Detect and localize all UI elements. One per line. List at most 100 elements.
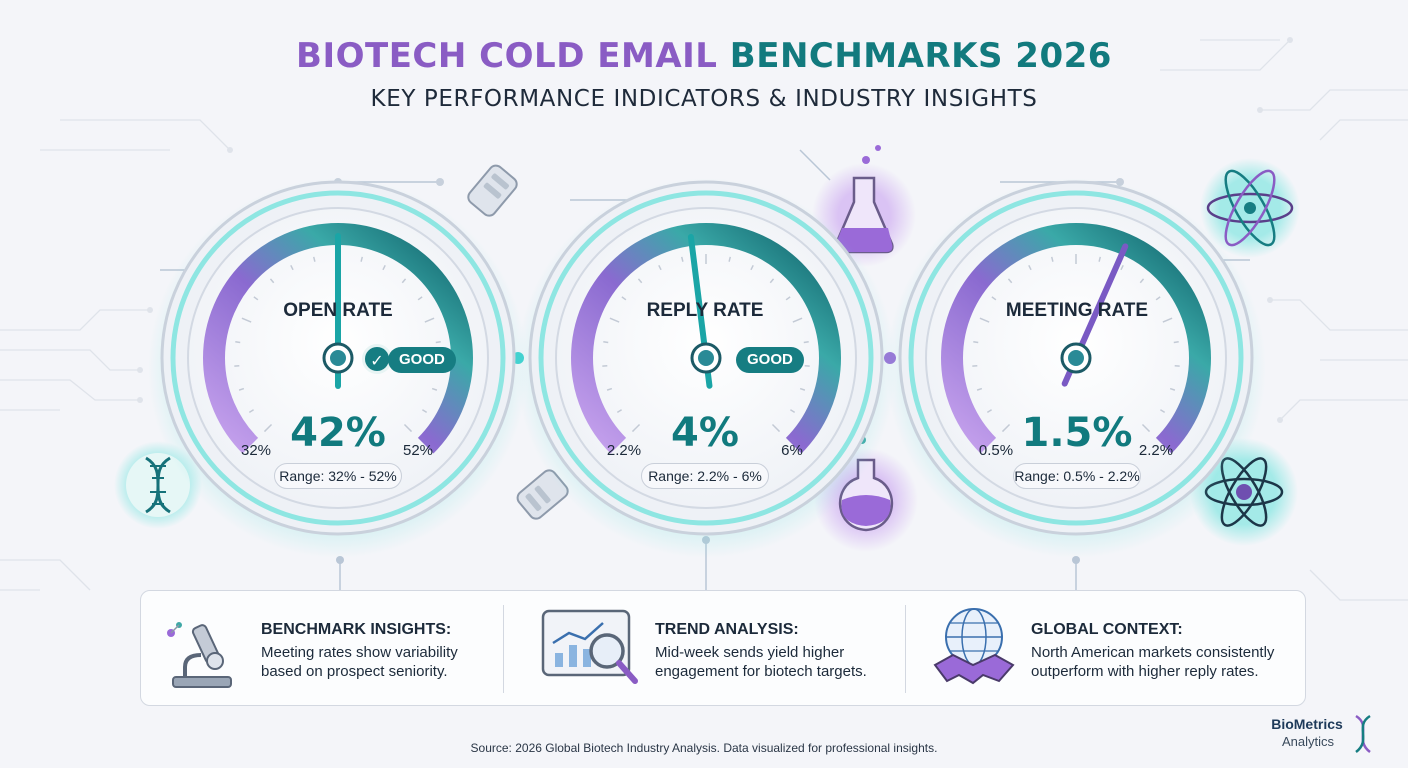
insight-title: GLOBAL CONTEXT: [1031,621,1183,638]
gauge-tick [680,256,684,262]
gauge-tick [382,264,386,271]
insights-panel: BENCHMARK INSIGHTS: Meeting rates show v… [140,590,1306,706]
gauge-range-meeting-rate: Range: 0.5% - 2.2% [1013,463,1141,489]
gauge-tick [1028,264,1032,271]
gauge-tick [422,409,428,413]
gauge-tick [1173,340,1179,344]
gauge-arc [571,223,841,454]
gauge-tick [769,278,775,284]
gauge-tick [658,264,662,271]
gauge-tick [435,340,441,344]
gauge-reply-rate [516,178,896,558]
atom-icon [1200,158,1300,258]
gauge-tick [609,317,620,323]
gauge-title-open-rate: OPEN RATE [283,300,393,321]
insight-trend: TREND ANALYSIS: Mid-week sends yield hig… [521,591,901,707]
gauge-tick [431,387,438,391]
gauge-meeting-rate [886,178,1266,558]
gauge-tick [976,387,983,391]
gauge-tick [269,278,275,284]
gauge-ring [908,190,1244,526]
gauge-tick [424,317,435,323]
gauge-tick [792,317,803,323]
gauge-tick [253,296,259,301]
gauge-min-open-rate: 32% [240,442,272,459]
gauge-tick [616,409,622,413]
gauge-tick [360,256,364,262]
gauge-min-meeting-rate: 0.5% [978,442,1014,459]
globe-handshake-icon [933,608,1015,685]
microscope-icon [167,622,232,688]
gauge-tick [991,296,997,301]
gauge-max-reply-rate: 6% [781,442,803,459]
gauge-arc [941,223,1211,454]
gauge-tick [241,317,252,323]
title-part-1: BIOTECH COLD EMAIL [296,36,718,76]
title-part-2: BENCHMARKS 2026 [729,36,1112,76]
gauge-min-reply-rate: 2.2% [606,442,642,459]
status-badge-reply-rate: GOOD [736,347,804,373]
gauge-range-reply-rate: Range: 2.2% - 6% [641,463,769,489]
gauge-tick [1139,278,1145,284]
page-title: BIOTECH COLD EMAIL BENCHMARKS 2026 [0,36,1408,76]
status-badge-open-rate: GOOD [388,347,456,373]
insight-text: Meeting rates show variability based on … [261,644,458,680]
gauge-tick [1001,423,1011,433]
gauge-tick [979,317,990,323]
gauge-max-meeting-rate: 2.2% [1138,442,1174,459]
gauge-tick [986,409,992,413]
gauge-tick [771,423,781,433]
gauge-max-open-rate: 52% [402,442,434,459]
source-note: Source: 2026 Global Biotech Industry Ana… [470,741,938,755]
gauge-tick [637,278,643,284]
gauge-tick [750,264,754,271]
trend-analysis-icon [541,609,638,684]
gauge-tick [631,423,641,433]
divider [905,605,906,693]
gauge-tick [238,387,245,391]
insight-benchmark: BENCHMARK INSIGHTS: Meeting rates show v… [141,591,501,707]
insight-global: GLOBAL CONTEXT: North American markets c… [925,591,1305,707]
page-subtitle: KEY PERFORMANCE INDICATORS & INDUSTRY IN… [370,86,1038,112]
gauge-tick [1155,296,1161,301]
brand-dna-icon [1355,714,1371,753]
gauge-tick [263,423,273,433]
gauge-tick [603,340,609,344]
gauge-tick [973,340,979,344]
insight-text: Mid-week sends yield higher engagement f… [655,644,867,680]
brand-subtitle: Analytics [1281,734,1335,749]
gauge-tick [785,296,791,301]
gauge-title-reply-rate: REPLY RATE [646,300,764,321]
gauge-tick [417,296,423,301]
gauge-tick [290,264,294,271]
gauge-tick [1141,423,1151,433]
gauge-tick [803,340,809,344]
gauge-tick [312,256,316,262]
gauge-ring [170,190,506,526]
gauge-tick [790,409,796,413]
gauge-tick [1050,256,1054,262]
gauge-value-reply-rate: 4% [671,410,739,456]
gauge-value-open-rate: 42% [290,410,386,456]
gauge-ring [538,190,874,526]
insight-title: BENCHMARK INSIGHTS: [261,621,452,638]
gauge-tick [235,340,241,344]
gauge-hub-center [1068,350,1084,366]
gauge-tick [1162,317,1173,323]
gauge-open-rate [148,178,528,558]
gauge-tick [401,278,407,284]
gauge-tick [1098,256,1102,262]
gauge-value-meeting-rate: 1.5% [1021,410,1133,456]
divider [503,605,504,693]
insight-text: North American markets consistently outp… [1031,644,1275,680]
gauge-tick [728,256,732,262]
gauge-tick [248,409,254,413]
gauge-tick [621,296,627,301]
gauge-hub-center [698,350,714,366]
gauge-tick [403,423,413,433]
gauge-tick [1169,387,1176,391]
gauge-tick [1160,409,1166,413]
gauge-range-open-rate: Range: 32% - 52% [274,463,402,489]
